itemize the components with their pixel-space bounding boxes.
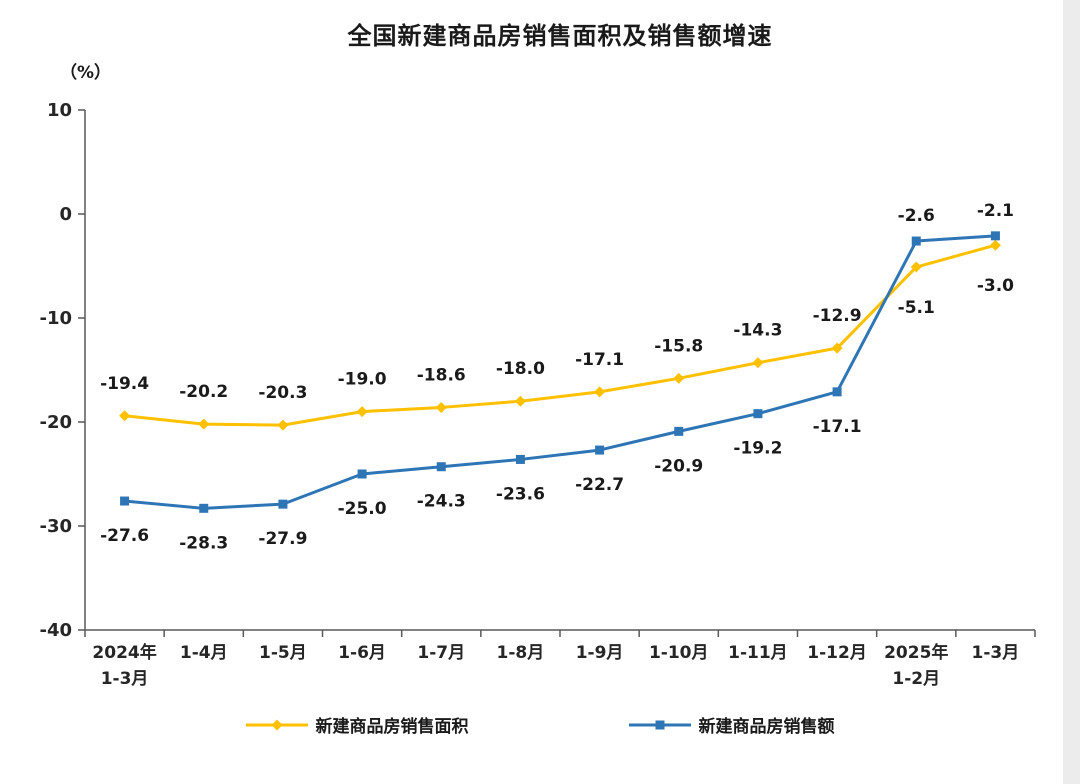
data-point-label: -19.0 (338, 370, 387, 390)
data-point-label: -24.3 (417, 492, 466, 512)
data-point-diamond-marker (435, 401, 447, 413)
legend-label-sales-area: 新建商品房销售面积 (315, 717, 469, 737)
data-point-diamond-marker (356, 406, 368, 418)
x-axis-category-label: 1-12月 (807, 643, 867, 663)
y-axis-tick-label: -30 (39, 516, 72, 537)
data-point-square-marker (515, 454, 525, 464)
data-point-label: -23.6 (496, 484, 545, 504)
data-point-square-marker (832, 387, 842, 397)
x-axis-category-label: 1-7月 (417, 643, 465, 663)
data-point-label: -2.1 (977, 201, 1014, 221)
x-axis-category-label: 1-8月 (497, 643, 545, 663)
data-point-square-marker (674, 426, 684, 436)
data-point-square-marker (199, 503, 209, 513)
x-axis-category-label: 1-10月 (649, 643, 709, 663)
chart-title: 全国新建商品房销售面积及销售额增速 (347, 22, 773, 50)
data-point-diamond-marker (198, 418, 210, 430)
data-point-diamond-marker (673, 372, 685, 384)
data-point-label: -27.6 (100, 526, 149, 546)
data-point-square-marker (436, 462, 446, 472)
legend-diamond-marker (271, 719, 282, 730)
y-axis-tick-label: -10 (39, 308, 72, 329)
data-point-label: -19.4 (100, 374, 149, 394)
data-point-label: -14.3 (733, 321, 782, 341)
data-point-label: -3.0 (977, 276, 1014, 296)
data-point-label: -18.6 (417, 365, 466, 385)
data-point-label: -17.1 (575, 350, 624, 370)
data-point-square-marker (278, 499, 288, 509)
y-axis-tick-label: -40 (39, 620, 72, 641)
x-axis-category-label: 1-3月 (972, 643, 1020, 663)
x-axis-category-label: 1-6月 (338, 643, 386, 663)
data-point-square-marker (753, 409, 763, 419)
data-point-label: -27.9 (258, 529, 307, 549)
data-point-label: -28.3 (179, 533, 228, 553)
data-point-label: -20.2 (179, 382, 228, 402)
data-point-label: -2.6 (898, 206, 935, 226)
data-point-square-marker (120, 496, 130, 506)
legend: 新建商品房销售面积 新建商品房销售额 (40, 712, 1040, 737)
data-point-diamond-marker (514, 395, 526, 407)
data-point-square-marker (595, 445, 605, 455)
x-axis-category-label: 1-5月 (259, 643, 307, 663)
legend-square-marker (655, 720, 664, 729)
data-point-diamond-marker (831, 342, 843, 354)
data-point-square-marker (911, 236, 921, 246)
x-axis-category-label: 1-9月 (576, 643, 624, 663)
data-point-diamond-marker (752, 357, 764, 369)
y-axis-tick-label: 0 (59, 204, 72, 225)
x-axis-category-label: 1-11月 (728, 643, 788, 663)
data-point-label: -20.3 (258, 383, 307, 403)
data-point-label: -17.1 (813, 417, 862, 437)
sales-amount-legend-marker-icon (628, 720, 691, 729)
sales-area-legend-marker-icon (245, 719, 308, 730)
data-point-label: -19.2 (733, 439, 782, 459)
y-axis-unit-label: （%） (60, 63, 112, 83)
x-axis-category-label: 2025年 1-2月 (884, 642, 948, 689)
data-point-label: -12.9 (813, 306, 862, 326)
data-point-label: -15.8 (654, 336, 703, 356)
series-line-0 (123, 243, 997, 427)
data-point-label: -5.1 (898, 298, 935, 318)
data-point-label: -22.7 (575, 475, 624, 495)
data-point-square-marker (990, 231, 1000, 241)
data-point-diamond-marker (594, 386, 606, 398)
data-point-diamond-marker (989, 239, 1001, 251)
data-point-label: -20.9 (654, 456, 703, 476)
data-point-diamond-marker (277, 419, 289, 431)
y-axis-tick-label: 10 (47, 100, 72, 121)
series-line-1 (123, 234, 997, 510)
legend-item-sales-area: 新建商品房销售面积 (245, 712, 469, 737)
page-right-gutter (1063, 0, 1080, 784)
legend-item-sales-amount: 新建商品房销售额 (628, 712, 835, 737)
data-point-label: -18.0 (496, 359, 545, 379)
data-point-diamond-marker (119, 410, 131, 422)
data-point-square-marker (357, 469, 367, 479)
x-axis-category-label: 2024年 1-3月 (92, 642, 156, 689)
y-axis-tick-label: -20 (39, 412, 72, 433)
x-axis-category-label: 1-4月 (180, 643, 228, 663)
data-point-label: -25.0 (338, 499, 387, 519)
legend-label-sales-amount: 新建商品房销售额 (698, 717, 835, 737)
data-point-diamond-marker (910, 261, 922, 273)
